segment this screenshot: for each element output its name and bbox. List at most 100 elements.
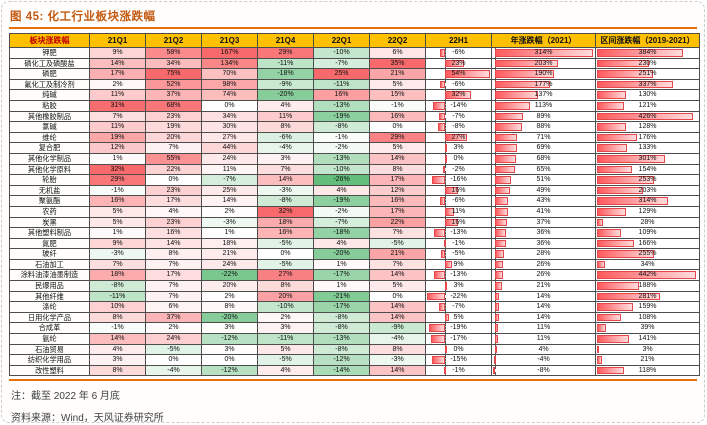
column-header: 21Q4 — [257, 33, 314, 48]
value-bar — [495, 197, 509, 205]
databar-cell: 9% — [425, 258, 492, 271]
quarter-return-cell: 11% — [89, 121, 146, 133]
quarter-return-cell: 32% — [257, 205, 314, 218]
column-header: 21Q1 — [89, 33, 146, 48]
cell-value: 129% — [638, 207, 657, 215]
quarter-return-cell: -5% — [257, 354, 314, 366]
zero-axis-line — [444, 302, 446, 312]
value-bar — [444, 133, 468, 142]
value-bar — [495, 80, 551, 89]
value-bar — [495, 271, 504, 280]
databar-cell: 14% — [491, 301, 596, 313]
quarter-return-cell: 68% — [145, 99, 202, 112]
value-bar — [444, 70, 490, 78]
quarter-return-cell: 24% — [201, 152, 258, 165]
quarter-return-cell: 27% — [257, 269, 314, 282]
value-bar — [444, 186, 459, 195]
table-row: 聚氨酯 16% 17% 14% -8% -19% 16% -6% 43% 314% — [9, 195, 700, 207]
quarter-return-cell: 10% — [89, 301, 146, 313]
table-row: 轮胎 29% 0% -7% 14% -26% 17% -16% 51% 253% — [9, 174, 700, 186]
value-bar — [431, 176, 445, 184]
column-header: 22Q1 — [313, 33, 370, 48]
zero-axis-line — [444, 355, 446, 365]
databar-cell: 177% — [491, 78, 596, 91]
databar-cell: -6% — [425, 78, 492, 91]
value-bar — [495, 144, 517, 152]
quarter-return-cell: 24% — [145, 333, 202, 345]
quarter-return-cell: 74% — [201, 89, 258, 101]
sector-name-cell: 炭黑 — [9, 216, 90, 229]
quarter-return-cell: 7% — [89, 258, 146, 271]
quarter-return-cell: 20% — [145, 131, 202, 144]
quarter-return-cell: 21% — [369, 68, 426, 80]
databar-cell: 314% — [595, 195, 700, 207]
quarter-return-cell: 134% — [201, 57, 258, 70]
quarter-return-cell: 0% — [257, 248, 314, 260]
databar-cell: 37% — [491, 216, 596, 229]
cell-value: 128% — [638, 123, 657, 131]
value-bar — [495, 91, 538, 99]
quarter-return-cell: -8% — [257, 195, 314, 207]
value-bar — [597, 345, 600, 354]
databar-cell: 137% — [491, 89, 596, 101]
quarter-return-cell: 11% — [201, 163, 258, 176]
quarter-return-cell: 20% — [201, 280, 258, 292]
table-row: 合成革 -1% 2% 3% 3% -8% -9% -19% 11% 39% — [9, 322, 700, 335]
value-bar — [495, 165, 516, 174]
sector-name-cell: 磷化工及磷酸盐 — [9, 57, 90, 70]
cell-value: 281% — [638, 292, 657, 300]
quarter-return-cell: 2% — [89, 78, 146, 91]
quarter-return-cell: 75% — [145, 68, 202, 80]
quarter-return-cell: 25% — [201, 184, 258, 197]
quarter-return-cell: 14% — [369, 311, 426, 324]
cell-value: 141% — [638, 335, 657, 343]
quarter-return-cell: 5% — [369, 142, 426, 154]
databar-cell: 133% — [595, 142, 700, 154]
value-bar — [597, 80, 673, 89]
table-row: 其他纤维 -11% 7% 2% 20% -21% 0% -22% 14% 281% — [9, 290, 700, 303]
table-row: 涂料油漆油墨制造 18% 17% -22% 27% -17% 14% -13% 26% 442% — [9, 269, 700, 282]
databar-cell: 26% — [491, 258, 596, 271]
databar-cell: 36% — [491, 237, 596, 250]
quarter-return-cell: 1% — [89, 152, 146, 165]
quarter-return-cell: -20% — [313, 248, 370, 260]
table-row: 日用化学产品 8% 37% -20% 2% -8% 14% 5% 14% 108% — [9, 311, 700, 324]
cell-value: -6% — [452, 80, 465, 88]
databar-cell: -15% — [425, 354, 492, 366]
quarter-return-cell: -3% — [369, 354, 426, 366]
value-bar — [597, 123, 626, 131]
cell-value: -17% — [450, 335, 467, 343]
cell-value: -13% — [450, 229, 467, 237]
quarter-return-cell: 2% — [257, 311, 314, 324]
cell-value: 14% — [536, 303, 551, 311]
cell-value: 5% — [453, 313, 464, 321]
cell-value: -8% — [452, 123, 465, 131]
cell-value: 130% — [638, 91, 657, 99]
quarter-return-cell: 8% — [257, 121, 314, 133]
value-bar — [434, 229, 445, 237]
table-row: 无机盐 -1% 23% 25% -3% 4% 12% 16% 49% 203% — [9, 184, 700, 197]
table-row: 玻纤 -3% 8% 21% 0% -20% 21% -5% 28% 255% — [9, 248, 700, 260]
quarter-return-cell: -3% — [89, 248, 146, 260]
databar-cell: 301% — [595, 152, 700, 165]
quarter-return-cell: -17% — [313, 301, 370, 313]
quarter-return-cell: 3% — [89, 354, 146, 366]
quarter-return-cell: 21% — [201, 248, 258, 260]
quarter-return-cell: 3% — [257, 322, 314, 335]
databar-cell: -14% — [425, 99, 492, 112]
quarter-return-cell: 0% — [369, 290, 426, 303]
databar-cell: 166% — [595, 237, 700, 250]
quarter-return-cell: 1% — [313, 258, 370, 271]
quarter-return-cell: -13% — [313, 99, 370, 112]
cell-value: -2% — [452, 165, 465, 173]
quarter-return-cell: 55% — [145, 152, 202, 165]
quarter-return-cell: 7% — [257, 163, 314, 176]
databar-cell: 43% — [491, 195, 596, 207]
cell-value: -5% — [452, 250, 465, 258]
table-row: 氯碱 11% 19% 30% 8% -8% 0% -8% 88% 128% — [9, 121, 700, 133]
value-bar — [495, 282, 502, 290]
cell-value: 426% — [638, 112, 657, 120]
cell-value: -22% — [450, 292, 467, 300]
quarter-return-cell: 14% — [201, 195, 258, 207]
